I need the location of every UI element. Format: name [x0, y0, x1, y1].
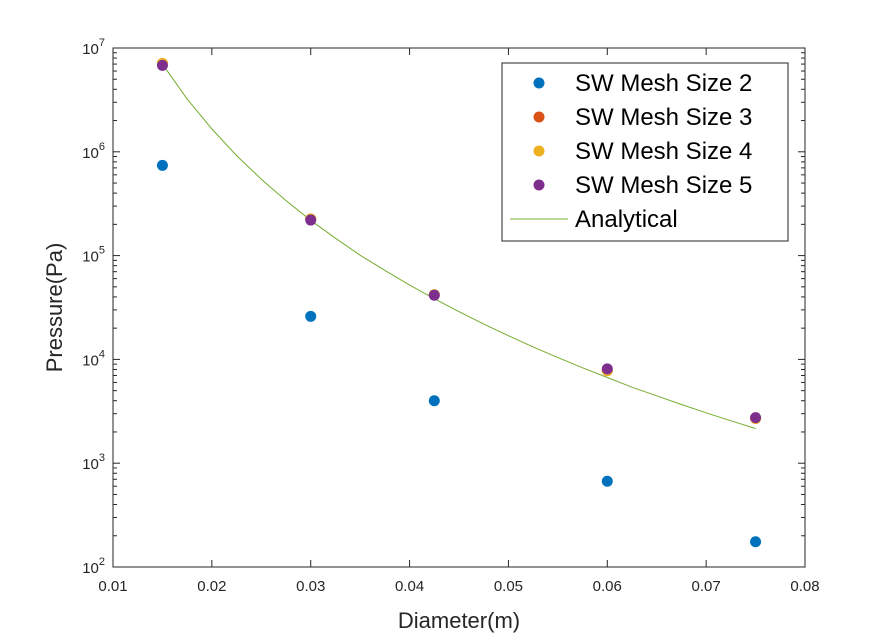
y-tick-exponent: 3 [99, 452, 105, 464]
y-tick-label: 102 [82, 556, 105, 577]
y-tick-label: 105 [82, 245, 105, 266]
data-point [750, 536, 762, 548]
series-2 [156, 159, 762, 548]
x-axis: 0.01 0.02 0.03 0.04 0.05 0.06 0.07 0.08 [98, 48, 820, 595]
legend-label: SW Mesh Size 4 [575, 138, 752, 165]
data-point [305, 310, 317, 322]
y-tick-base: 10 [82, 145, 99, 162]
data-point [601, 475, 613, 487]
x-tick-label: 0.01 [98, 578, 127, 595]
series-5 [156, 59, 762, 424]
legend-box [501, 62, 789, 242]
data-point [428, 289, 440, 301]
x-tick-label: 0.04 [395, 578, 424, 595]
y-tick-base: 10 [82, 560, 99, 577]
legend-marker-icon [533, 111, 545, 123]
y-tick-base: 10 [82, 41, 99, 58]
y-tick-base: 10 [82, 249, 99, 266]
data-point [750, 412, 762, 424]
legend: SW Mesh Size 2 SW Mesh Size 3 SW Mesh Size… [501, 62, 789, 242]
legend-label: SW Mesh Size 5 [575, 172, 752, 199]
legend-label: Analytical [575, 206, 678, 233]
data-point [156, 159, 168, 171]
y-tick-label: 106 [82, 141, 105, 162]
x-tick-label: 0.05 [494, 578, 523, 595]
y-tick-exponent: 5 [99, 245, 105, 257]
data-point [156, 59, 168, 71]
y-tick-label: 103 [82, 452, 105, 473]
x-tick-label: 0.03 [296, 578, 325, 595]
data-point [428, 395, 440, 407]
series-line-analytical [161, 63, 756, 429]
data-point [305, 214, 317, 226]
legend-marker-icon [533, 77, 545, 89]
legend-marker-icon [533, 145, 545, 157]
x-tick-label: 0.02 [197, 578, 226, 595]
y-tick-exponent: 6 [99, 141, 105, 153]
x-tick-label: 0.06 [593, 578, 622, 595]
y-tick-exponent: 4 [99, 348, 105, 360]
legend-label: SW Mesh Size 3 [575, 104, 752, 131]
data-point [601, 363, 613, 375]
x-axis-label: Diameter(m) [398, 608, 520, 633]
legend-marker-icon [533, 179, 545, 191]
y-tick-base: 10 [82, 352, 99, 369]
y-axis-label: Pressure(Pa) [42, 243, 67, 373]
x-tick-label: 0.08 [790, 578, 819, 595]
legend-label: SW Mesh Size 2 [575, 70, 752, 97]
y-tick-exponent: 7 [99, 37, 105, 49]
series-layer [156, 57, 762, 548]
y-tick-label: 104 [82, 348, 105, 369]
x-tick-label: 0.07 [692, 578, 721, 595]
y-tick-exponent: 2 [99, 556, 105, 568]
y-tick-base: 10 [82, 456, 99, 473]
y-tick-label: 107 [82, 37, 105, 58]
